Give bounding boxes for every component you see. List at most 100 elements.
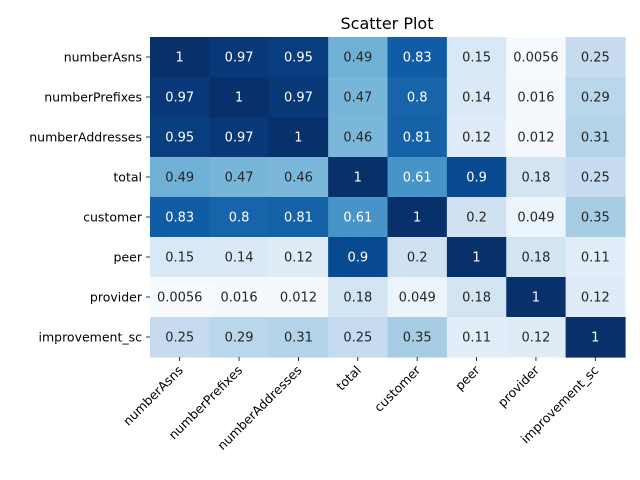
cell-value-label: 0.95: [165, 131, 194, 146]
cell-value-label: 0.12: [521, 331, 550, 346]
cell-value-label: 0.46: [343, 131, 372, 146]
heatmap-cell: [150, 277, 210, 318]
x-tick-label: numberAsns: [120, 363, 186, 429]
heatmap-cell: [446, 277, 507, 318]
cell-value-label: 0.46: [284, 171, 313, 186]
chart-title: Scatter Plot: [341, 14, 434, 33]
heatmap-cell: [268, 277, 329, 318]
heatmap-cell: [565, 317, 626, 358]
heatmap-cell: [387, 317, 448, 358]
heatmap-cell: [446, 237, 507, 278]
y-tick-label: improvement_sc: [38, 330, 142, 345]
heatmap-cell: [506, 37, 567, 78]
heatmap-cell: [328, 277, 389, 318]
heatmap-cell: [328, 197, 389, 238]
cell-value-label: 0.31: [284, 331, 313, 346]
cell-value-label: 0.11: [462, 331, 491, 346]
cell-value-label: 0.18: [462, 291, 491, 306]
cell-value-label: 0.25: [343, 331, 372, 346]
cell-value-label: 0.25: [581, 51, 610, 66]
heatmap-cell: [209, 117, 270, 158]
cell-value-label: 1: [294, 131, 302, 146]
heatmap-cell: [268, 37, 329, 78]
heatmap-cell: [506, 157, 567, 198]
heatmap-cell: [268, 117, 329, 158]
cell-value-label: 1: [413, 211, 421, 226]
heatmap-cell: [387, 117, 448, 158]
heatmap-cell: [150, 37, 210, 78]
heatmap-cell: [565, 77, 626, 118]
heatmap-cell: [565, 237, 626, 278]
heatmap-cell: [506, 237, 567, 278]
cell-value-label: 0.049: [399, 291, 436, 306]
y-tick-label: provider: [90, 290, 143, 305]
heatmap-cell: [268, 317, 329, 358]
heatmap-cell: [446, 157, 507, 198]
y-tick-label: numberPrefixes: [44, 90, 142, 105]
heatmap-cell: [387, 277, 448, 318]
cell-value-label: 0.81: [403, 131, 432, 146]
cell-value-label: 0.97: [165, 91, 194, 106]
heatmap-cell: [387, 157, 448, 198]
y-tick-label: numberAsns: [64, 50, 142, 65]
heatmap-cell: [209, 37, 270, 78]
heatmap-cell: [446, 317, 507, 358]
heatmap-cell: [446, 197, 507, 238]
cell-value-label: 1: [235, 91, 243, 106]
cell-value-label: 0.15: [462, 51, 491, 66]
heatmap-cell: [506, 77, 567, 118]
cell-value-label: 0.95: [284, 51, 313, 66]
cell-value-label: 0.83: [403, 51, 432, 66]
heatmap-cell: [565, 117, 626, 158]
heatmap-cell: [328, 37, 389, 78]
heatmap-cell: [150, 77, 210, 118]
heatmap-cell: [268, 77, 329, 118]
cell-value-label: 0.47: [343, 91, 372, 106]
cell-value-label: 0.12: [581, 291, 610, 306]
cell-value-label: 0.049: [517, 211, 554, 226]
cell-value-label: 0.012: [280, 291, 317, 306]
cell-value-label: 0.2: [407, 251, 428, 266]
cell-value-label: 1: [354, 171, 362, 186]
cell-value-label: 0.11: [581, 251, 610, 266]
heatmap-cell: [506, 117, 567, 158]
x-tick-label: provider: [495, 362, 543, 410]
cell-value-label: 0.29: [225, 331, 254, 346]
cell-value-label: 0.18: [521, 251, 550, 266]
cell-value-label: 0.0056: [157, 291, 203, 306]
cell-value-label: 0.29: [581, 91, 610, 106]
heatmap-cell: [328, 237, 389, 278]
cell-value-label: 0.0056: [513, 51, 559, 66]
heatmap-cell: [565, 157, 626, 198]
cell-value-label: 0.97: [284, 91, 313, 106]
heatmap-cells: [150, 37, 626, 358]
heatmap-cell: [446, 77, 507, 118]
heatmap-cell: [446, 117, 507, 158]
heatmap-cell: [150, 317, 210, 358]
y-axis-ticks: numberAsns numberPrefixes numberAddresses t…: [29, 50, 150, 345]
heatmap-cell: [150, 157, 210, 198]
cell-value-label: 0.25: [165, 331, 194, 346]
cell-value-label: 1: [176, 51, 184, 66]
heatmap-cell-labels: 1 0.97 0.95 0.49 0.83 0.15 0.0056 0.25 0.97 1 0.97…: [157, 51, 610, 346]
heatmap-cell: [209, 197, 270, 238]
cell-value-label: 1: [591, 331, 599, 346]
y-tick-label: numberAddresses: [29, 130, 142, 145]
cell-value-label: 1: [532, 291, 540, 306]
cell-value-label: 1: [472, 251, 480, 266]
heatmap-cell: [209, 237, 270, 278]
cell-value-label: 0.83: [165, 211, 194, 226]
heatmap-cell: [565, 37, 626, 78]
x-tick-label: peer: [452, 362, 483, 393]
cell-value-label: 0.9: [347, 251, 368, 266]
cell-value-label: 0.18: [521, 171, 550, 186]
cell-value-label: 0.97: [225, 51, 254, 66]
x-tick-label: total: [333, 363, 364, 394]
cell-value-label: 0.15: [165, 251, 194, 266]
cell-value-label: 0.25: [581, 171, 610, 186]
heatmap-cell: [328, 157, 389, 198]
cell-value-label: 0.2: [466, 211, 487, 226]
y-tick-label: peer: [114, 250, 143, 265]
